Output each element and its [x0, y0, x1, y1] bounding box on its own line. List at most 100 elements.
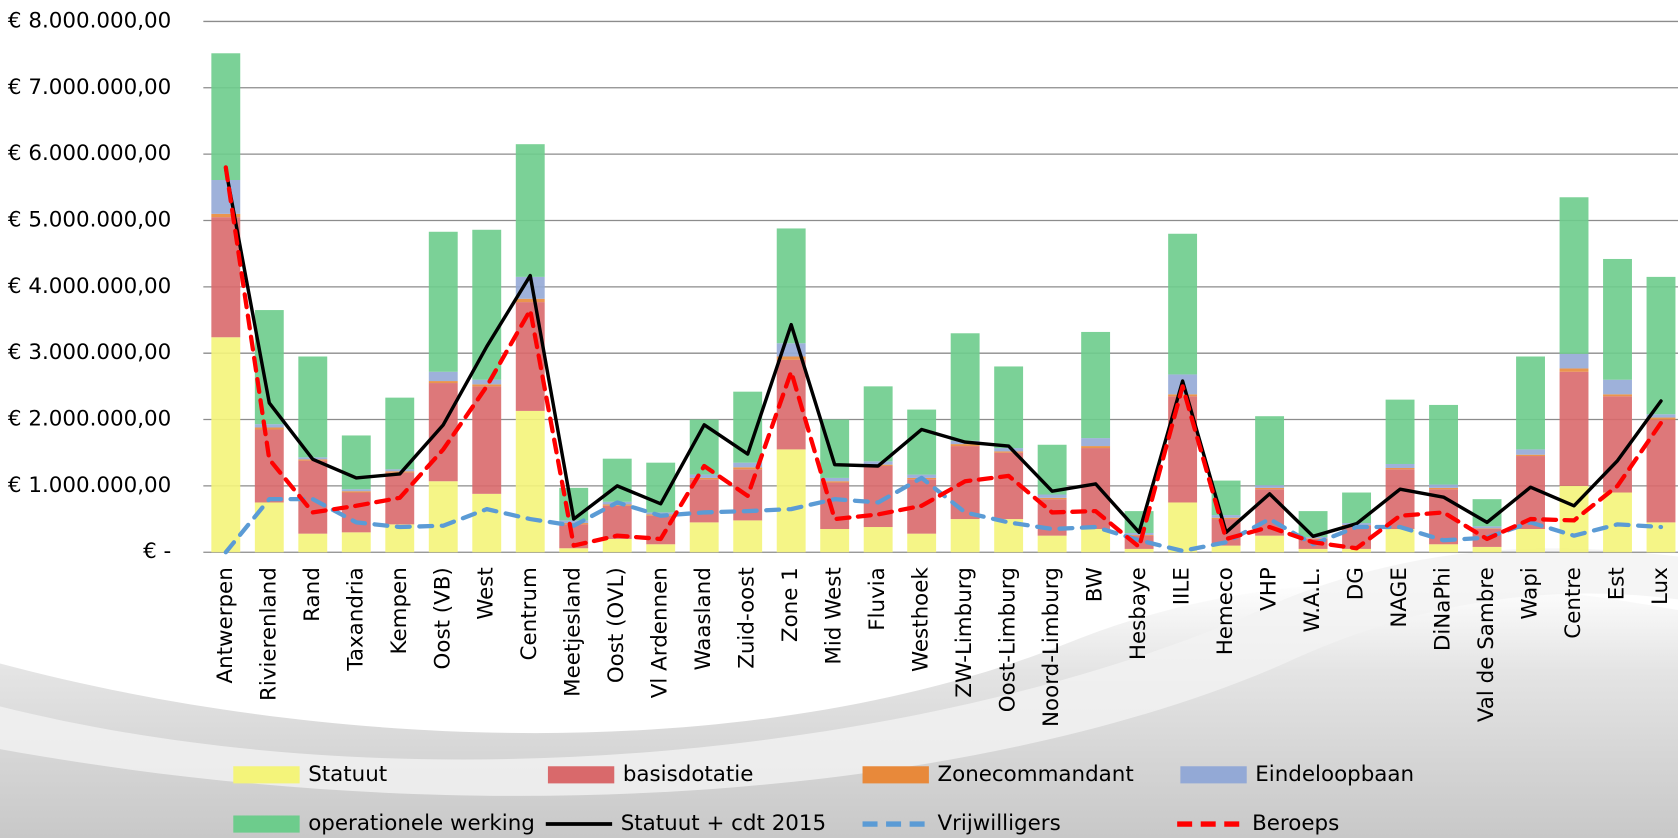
bar-segment: [863, 527, 893, 553]
x-tick-label: Centre: [1561, 567, 1586, 639]
bar-segment: [820, 481, 850, 483]
bar-segment: [254, 427, 284, 430]
x-tick-label: Antwerpen: [213, 567, 238, 683]
bar-segment: [1646, 417, 1676, 420]
bar-segment: [428, 381, 458, 384]
bar-segment: [515, 410, 545, 553]
x-tick-label: Oost (VB): [430, 567, 455, 669]
bar-segment: [1559, 353, 1589, 369]
legend-label: Eindeloopbaan: [1255, 762, 1414, 787]
bar-segment: [733, 462, 763, 468]
bar-segment: [733, 467, 763, 470]
bar-segment: [559, 520, 589, 524]
bar-segment: [1211, 515, 1241, 518]
y-tick-label: € 3.000.000,00: [8, 340, 171, 365]
bar-segment: [1385, 463, 1415, 468]
bar-segment: [1559, 368, 1589, 372]
bar-segment: [1211, 545, 1241, 553]
x-tick-label: Zone 1: [778, 567, 803, 642]
bar-segment: [1081, 448, 1111, 530]
bar-segment: [1646, 276, 1676, 415]
x-tick-label: Waasland: [691, 567, 716, 670]
x-tick-label: Fluvia: [865, 567, 890, 631]
x-tick-label: Kempen: [387, 567, 412, 654]
bar-segment: [1168, 233, 1198, 375]
legend-label: operationele werking: [308, 811, 535, 836]
x-tick-label: Rand: [300, 567, 325, 622]
y-tick-label: € 1.000.000,00: [8, 473, 171, 498]
y-tick-label: € 7.000.000,00: [8, 75, 171, 100]
bar-segment: [1472, 526, 1502, 529]
bar-segment: [254, 310, 284, 425]
bar-segment: [428, 481, 458, 553]
bar-segment: [1298, 538, 1328, 539]
bar-segment: [341, 435, 371, 490]
bar-segment: [298, 356, 328, 458]
x-tick-label: Oost-Limburg: [996, 567, 1021, 712]
legend-label: basisdotatie: [623, 762, 754, 787]
x-tick-label: W.A.L.: [1300, 567, 1325, 632]
bar-segment: [472, 384, 502, 387]
bar-segment: [298, 533, 328, 553]
x-tick-label: Centrum: [517, 567, 542, 660]
x-tick-label: Hesbaye: [1126, 567, 1151, 660]
y-tick-label: € 6.000.000,00: [8, 141, 171, 166]
bar-segment: [994, 366, 1024, 449]
bar-segment: [994, 448, 1024, 452]
bar-segment: [1516, 529, 1545, 553]
bar-segment: [472, 386, 502, 494]
y-tick-label: € 8.000.000,00: [8, 8, 171, 33]
line-series: [224, 167, 1663, 539]
bar-segment: [1429, 487, 1458, 490]
bar-segment: [1081, 331, 1111, 439]
bar-segment: [1603, 379, 1632, 395]
legend-swatch: [1180, 766, 1247, 784]
bar-segment: [1168, 394, 1198, 397]
x-tick-label: Zuid-oost: [735, 567, 760, 669]
bar-segment: [1255, 487, 1285, 490]
legend-swatch: [233, 766, 300, 784]
x-tick-label: Vl Ardennen: [648, 567, 673, 698]
x-tick-label: Mid West: [822, 567, 847, 664]
x-tick-label: Rivierenland: [256, 567, 281, 701]
bar-segment: [341, 492, 371, 533]
x-tick-label: DiNaPhi: [1431, 567, 1456, 651]
bar-segment: [254, 429, 284, 503]
y-tick-label: € 4.000.000,00: [8, 274, 171, 299]
bar-segment: [1385, 399, 1415, 464]
bar-segment: [689, 479, 719, 523]
x-tick-label: Meetjesland: [561, 567, 586, 697]
bar-segment: [776, 449, 806, 553]
x-tick-label: West: [474, 567, 499, 620]
bar-segment: [1429, 404, 1458, 485]
bar-segment: [994, 451, 1024, 453]
x-tick-label: Est: [1605, 567, 1630, 600]
bar-segment: [472, 229, 502, 380]
x-tick-label: Lux: [1648, 567, 1673, 605]
bar-segment: [559, 548, 589, 553]
bar-segment: [472, 379, 502, 385]
x-tick-label: BW: [1083, 567, 1108, 602]
legend-label: Vrijwilligers: [937, 811, 1060, 836]
bar-segment: [1342, 548, 1372, 553]
bar-segment: [602, 538, 632, 553]
legend-swatch: [862, 766, 929, 784]
legend-swatch: [547, 766, 615, 784]
y-tick-label: € -: [143, 539, 171, 564]
bar-segment: [776, 356, 806, 360]
x-tick-label: Noord-Limburg: [1039, 567, 1064, 727]
bar-segment: [646, 544, 676, 553]
legend-swatch: [233, 815, 300, 833]
x-tick-label: VHP: [1257, 567, 1282, 611]
bar-segment: [385, 469, 415, 472]
bar-segment: [1385, 529, 1415, 553]
bar-segment: [1559, 197, 1589, 354]
bar-segment: [1429, 484, 1458, 488]
x-tick-label: NAGE: [1387, 567, 1412, 627]
y-tick-label: € 5.000.000,00: [8, 207, 171, 232]
x-tick-label: ZW-Limburg: [952, 567, 977, 698]
bar-segment: [211, 337, 241, 553]
bar-segment: [863, 461, 893, 465]
